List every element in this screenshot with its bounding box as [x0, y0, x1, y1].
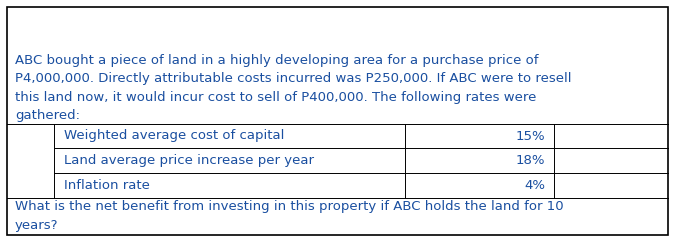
Text: Weighted average cost of capital: Weighted average cost of capital [64, 130, 284, 143]
Text: 4%: 4% [524, 179, 545, 192]
Text: What is the net benefit from investing in this property if ABC holds the land fo: What is the net benefit from investing i… [15, 200, 564, 232]
Text: Land average price increase per year: Land average price increase per year [64, 154, 314, 167]
Text: ABC bought a piece of land in a highly developing area for a purchase price of
P: ABC bought a piece of land in a highly d… [15, 54, 571, 122]
Text: 15%: 15% [516, 130, 545, 143]
Text: 18%: 18% [516, 154, 545, 167]
Text: Inflation rate: Inflation rate [64, 179, 150, 192]
